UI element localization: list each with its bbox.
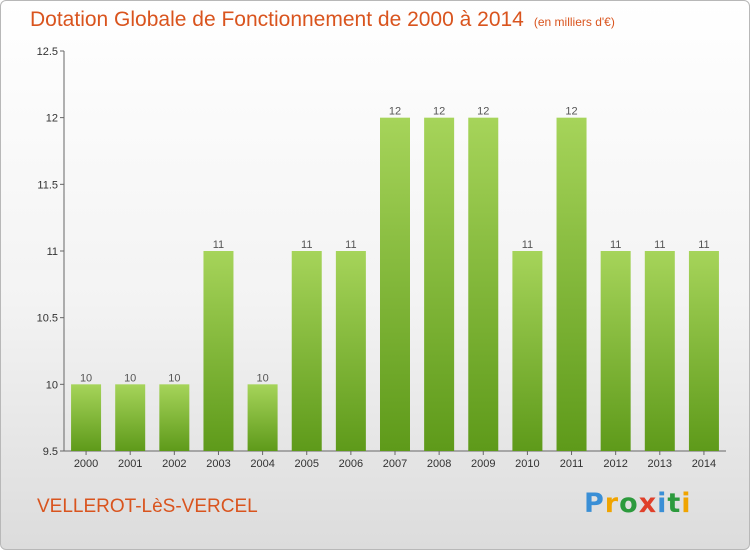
logo-letter: P xyxy=(584,488,605,519)
data-label-2001: 10 xyxy=(124,372,136,384)
y-tick-label: 9.5 xyxy=(43,446,58,458)
data-label-2013: 11 xyxy=(654,239,665,251)
x-tick-label-2010: 2010 xyxy=(515,458,539,470)
x-tick-label-2006: 2006 xyxy=(339,458,363,470)
y-tick-label: 11.5 xyxy=(37,179,58,191)
y-tick-label: 10.5 xyxy=(37,313,58,325)
bar-2008 xyxy=(424,117,455,452)
data-label-2012: 11 xyxy=(610,239,621,251)
logo-letter: r xyxy=(604,488,620,519)
x-tick-label-2002: 2002 xyxy=(162,458,186,470)
logo-letter: x xyxy=(638,488,658,519)
x-tick-label-2000: 2000 xyxy=(74,458,98,470)
data-label-2006: 11 xyxy=(345,239,356,251)
x-tick-label-2007: 2007 xyxy=(383,458,407,470)
logo-letter: o xyxy=(619,488,639,519)
x-tick-label-2008: 2008 xyxy=(427,458,451,470)
data-label-2009: 12 xyxy=(477,106,489,118)
x-tick-label-2001: 2001 xyxy=(118,458,142,470)
data-label-2014: 11 xyxy=(698,239,709,251)
data-label-2005: 11 xyxy=(301,239,312,251)
data-label-2010: 11 xyxy=(522,239,533,251)
bar-2011 xyxy=(556,117,587,452)
bar-2003 xyxy=(203,251,234,451)
bar-2012 xyxy=(600,251,631,451)
x-tick-label-2009: 2009 xyxy=(471,458,495,470)
bar-2006 xyxy=(335,251,366,451)
logo-letter: i xyxy=(657,488,668,519)
chart-bars: 10 10 10 11 10 11 11 12 12 12 11 12 11 11 11 xyxy=(71,106,719,452)
y-tick-label: 12 xyxy=(46,113,58,125)
x-tick-label-2012: 2012 xyxy=(603,458,627,470)
bar-2004 xyxy=(247,384,278,451)
bar-2005 xyxy=(291,251,322,451)
data-label-2000: 10 xyxy=(80,372,92,384)
y-tick-label: 11 xyxy=(47,246,58,258)
data-label-2003: 11 xyxy=(213,239,224,251)
town-name: VELLEROT-LèS-VERCEL xyxy=(37,496,258,517)
logo-letter: i xyxy=(681,488,692,519)
logo-letter: t xyxy=(667,488,682,519)
y-tick-label: 12.5 xyxy=(37,46,58,58)
chart-unit: (en milliers d'€) xyxy=(533,15,615,29)
bar-2009 xyxy=(468,117,499,452)
data-label-2011: 12 xyxy=(565,106,577,118)
x-tick-label-2014: 2014 xyxy=(692,458,716,470)
data-label-2007: 12 xyxy=(389,106,401,118)
y-tick-label: 10 xyxy=(46,379,58,391)
bar-2013 xyxy=(644,251,675,451)
bar-2001 xyxy=(115,384,146,451)
bar-2007 xyxy=(380,117,410,452)
data-label-2008: 12 xyxy=(433,106,445,118)
chart-title: Dotation Globale de Fonctionnement de 20… xyxy=(30,8,615,32)
x-tick-label-2004: 2004 xyxy=(250,458,274,470)
bar-2014 xyxy=(688,251,719,451)
chart-title-text: Dotation Globale de Fonctionnement de 20… xyxy=(30,8,524,31)
bar-2010 xyxy=(512,251,543,451)
x-tick-label-2005: 2005 xyxy=(294,458,318,470)
x-tick-label-2003: 2003 xyxy=(206,458,230,470)
data-label-2004: 10 xyxy=(256,372,268,384)
bar-2002 xyxy=(159,384,190,451)
data-label-2002: 10 xyxy=(168,372,180,384)
bar-2000 xyxy=(71,384,102,451)
x-tick-label-2011: 2011 xyxy=(560,458,584,470)
x-tick-label-2013: 2013 xyxy=(648,458,672,470)
proxiti-logo: Proxiti xyxy=(584,488,692,519)
